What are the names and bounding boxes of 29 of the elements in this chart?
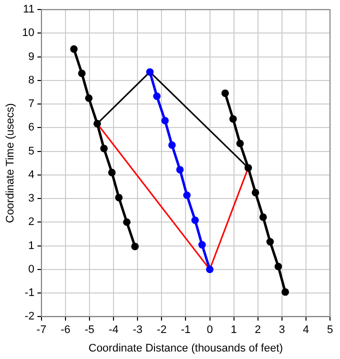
x-tick-label: -5 xyxy=(84,324,94,336)
x-tick-label: 3 xyxy=(278,324,285,336)
x-tick-label: -1 xyxy=(180,324,191,336)
y-tick-label: 5 xyxy=(28,145,34,158)
x-tick-label: -4 xyxy=(108,324,118,336)
x-axis-title: Coordinate Distance (thousands of feet) xyxy=(88,342,283,354)
y-tick-label: 9 xyxy=(28,50,34,63)
y-tick-label: 6 xyxy=(28,122,34,134)
y-tick-label: 3 xyxy=(28,192,34,205)
x-tick-label: -7 xyxy=(36,324,46,336)
x-tick-label: -3 xyxy=(132,324,143,336)
x-tick-label: 2 xyxy=(254,324,261,336)
y-tick-label: -1 xyxy=(24,287,34,300)
x-tick-label: 4 xyxy=(302,324,310,336)
x-tick-label: 0 xyxy=(206,324,213,336)
y-tick-label: 7 xyxy=(28,98,34,110)
y-tick-label: 0 xyxy=(28,263,34,276)
x-tick-label: -6 xyxy=(60,324,70,336)
y-tick-label: 10 xyxy=(22,27,34,40)
y-tick-label: 4 xyxy=(28,168,34,181)
y-axis-title: Coordinate Time (usecs) xyxy=(4,103,17,224)
x-tick-label: -2 xyxy=(156,324,167,336)
y-tick-label: 11 xyxy=(23,4,34,16)
y-tick-label: -2 xyxy=(24,310,34,323)
y-tick-label: 2 xyxy=(28,216,34,228)
x-tick-label: 1 xyxy=(230,324,237,336)
x-tick-label: 5 xyxy=(326,324,334,336)
y-tick-label: 1 xyxy=(28,240,34,252)
y-tick-label: 8 xyxy=(28,74,34,86)
